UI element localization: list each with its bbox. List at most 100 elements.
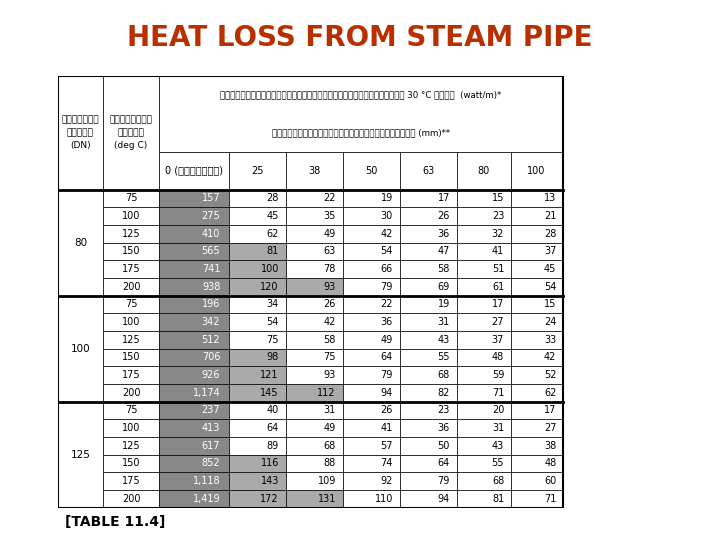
Bar xyxy=(159,331,229,349)
Text: 852: 852 xyxy=(202,458,220,468)
Bar xyxy=(159,313,229,331)
Text: 17: 17 xyxy=(492,300,504,309)
Text: ความหนาของฉนวนแคลเชียมชิดเกต (mm)**: ความหนาของฉนวนแคลเชียมชิดเกต (mm)** xyxy=(271,128,450,137)
Text: 150: 150 xyxy=(122,246,140,256)
Bar xyxy=(400,402,456,419)
Bar xyxy=(159,295,229,313)
Text: 42: 42 xyxy=(323,317,336,327)
Text: 41: 41 xyxy=(381,423,393,433)
Text: 49: 49 xyxy=(381,335,393,345)
Text: 93: 93 xyxy=(323,282,336,292)
Text: 64: 64 xyxy=(381,353,393,362)
Text: 34: 34 xyxy=(266,300,279,309)
Bar xyxy=(456,437,510,455)
Bar xyxy=(159,472,229,490)
Text: 36: 36 xyxy=(438,423,450,433)
Text: 131: 131 xyxy=(318,494,336,504)
Text: 706: 706 xyxy=(202,353,220,362)
Text: 27: 27 xyxy=(544,423,557,433)
Text: 54: 54 xyxy=(381,246,393,256)
Bar xyxy=(400,455,456,472)
Bar xyxy=(456,260,510,278)
Text: 175: 175 xyxy=(122,264,140,274)
Text: 69: 69 xyxy=(438,282,450,292)
Text: 31: 31 xyxy=(438,317,450,327)
Text: 26: 26 xyxy=(438,211,450,221)
Bar xyxy=(400,207,456,225)
Bar xyxy=(103,472,159,490)
Text: 94: 94 xyxy=(381,388,393,398)
Bar xyxy=(229,190,286,207)
Bar xyxy=(103,278,159,295)
Text: 100: 100 xyxy=(122,211,140,221)
Bar xyxy=(229,242,286,260)
Text: 617: 617 xyxy=(202,441,220,451)
Text: 58: 58 xyxy=(323,335,336,345)
Bar xyxy=(343,437,400,455)
Bar xyxy=(400,225,456,242)
Bar xyxy=(343,472,400,490)
Bar xyxy=(103,384,159,402)
Bar xyxy=(159,225,229,242)
Bar xyxy=(343,455,400,472)
Text: 143: 143 xyxy=(261,476,279,486)
Bar xyxy=(229,331,286,349)
Bar xyxy=(103,437,159,455)
Bar xyxy=(159,207,229,225)
Text: 42: 42 xyxy=(544,353,557,362)
Bar xyxy=(286,455,343,472)
Text: 43: 43 xyxy=(438,335,450,345)
Text: 512: 512 xyxy=(202,335,220,345)
Text: 1,118: 1,118 xyxy=(193,476,220,486)
Text: 52: 52 xyxy=(544,370,557,380)
Text: 64: 64 xyxy=(438,458,450,468)
Bar xyxy=(159,190,229,207)
Text: 23: 23 xyxy=(438,406,450,415)
Text: 35: 35 xyxy=(323,211,336,221)
Bar xyxy=(400,242,456,260)
Text: 28: 28 xyxy=(544,229,557,239)
Text: 121: 121 xyxy=(261,370,279,380)
Text: 31: 31 xyxy=(492,423,504,433)
Text: 116: 116 xyxy=(261,458,279,468)
Text: 55: 55 xyxy=(438,353,450,362)
Bar xyxy=(456,313,510,331)
Bar xyxy=(286,278,343,295)
Text: 28: 28 xyxy=(266,193,279,204)
Bar xyxy=(456,366,510,384)
Bar xyxy=(58,76,562,508)
Text: 24: 24 xyxy=(544,317,557,327)
Text: 100: 100 xyxy=(122,317,140,327)
Bar xyxy=(229,313,286,331)
Text: 63: 63 xyxy=(422,166,434,176)
Text: 1,419: 1,419 xyxy=(193,494,220,504)
Text: 200: 200 xyxy=(122,388,140,398)
Text: 175: 175 xyxy=(122,476,140,486)
Bar xyxy=(229,260,286,278)
Bar xyxy=(103,295,159,313)
Bar xyxy=(286,260,343,278)
Text: 31: 31 xyxy=(323,406,336,415)
Bar xyxy=(456,349,510,366)
Bar xyxy=(229,419,286,437)
Text: 55: 55 xyxy=(492,458,504,468)
Bar xyxy=(286,313,343,331)
Text: 58: 58 xyxy=(438,264,450,274)
Bar xyxy=(343,225,400,242)
Bar xyxy=(456,419,510,437)
Text: 80: 80 xyxy=(477,166,490,176)
Text: ความร้อนสูญเสียที่คูณภูมิสิ่งแวดล้อม 30 °C ลดลง  (watt/m)*: ความร้อนสูญเสียที่คูณภูมิสิ่งแวดล้อม 30 … xyxy=(220,90,501,99)
Bar xyxy=(400,331,456,349)
Bar xyxy=(286,490,343,508)
Text: 42: 42 xyxy=(381,229,393,239)
Text: 27: 27 xyxy=(492,317,504,327)
Bar xyxy=(510,278,562,295)
Bar xyxy=(510,384,562,402)
Bar xyxy=(510,190,562,207)
Text: 100: 100 xyxy=(71,343,90,354)
Text: อุณหภูมิ
ไอน้ำ
(deg C): อุณหภูมิ ไอน้ำ (deg C) xyxy=(109,116,153,150)
Bar xyxy=(456,242,510,260)
Bar xyxy=(103,242,159,260)
Text: 62: 62 xyxy=(544,388,557,398)
Bar xyxy=(229,490,286,508)
